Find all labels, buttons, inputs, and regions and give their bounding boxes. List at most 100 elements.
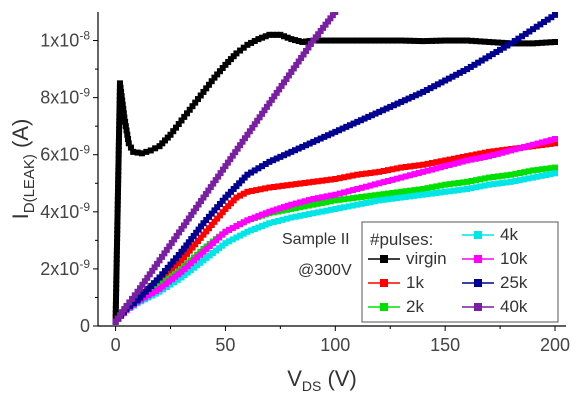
data-point-1k [490, 148, 497, 155]
data-point-2k [380, 191, 387, 198]
data-point-virgin [113, 285, 120, 292]
data-point-4k [389, 195, 396, 202]
data-point-10k [428, 166, 435, 173]
data-point-10k [516, 145, 523, 152]
data-point-40k [229, 152, 236, 159]
data-point-25k [255, 165, 262, 172]
data-point-40k [134, 288, 141, 295]
data-point-25k [343, 123, 350, 130]
data-point-10k [411, 171, 418, 178]
data-point-10k [206, 243, 213, 250]
data-point-virgin [116, 109, 123, 116]
data-point-10k [481, 154, 488, 161]
data-point-1k [197, 234, 204, 241]
data-point-40k [312, 34, 319, 41]
data-point-25k [310, 138, 317, 145]
data-point-1k [363, 170, 370, 177]
data-point-4k [305, 211, 312, 218]
data-point-25k [420, 88, 427, 95]
data-point-25k [434, 81, 441, 88]
data-point-40k [154, 260, 161, 267]
data-point-4k [181, 272, 188, 279]
data-point-25k [328, 130, 335, 137]
data-point-40k [112, 318, 119, 325]
data-point-25k [203, 217, 210, 224]
data-point-virgin [211, 74, 218, 81]
data-point-40k [123, 303, 130, 310]
data-point-25k [292, 147, 299, 154]
series-virgin [112, 31, 559, 325]
data-point-virgin [450, 37, 457, 44]
data-point-virgin [486, 38, 493, 45]
data-point-virgin [244, 41, 251, 48]
data-point-1k [428, 160, 435, 167]
data-point-2k [301, 203, 308, 210]
data-point-4k [244, 228, 251, 235]
data-point-2k [543, 165, 550, 172]
data-point-40k [300, 51, 307, 58]
data-point-virgin [543, 39, 550, 46]
data-point-4k [534, 173, 541, 180]
data-point-40k [188, 211, 195, 218]
data-point-virgin [114, 230, 121, 237]
data-point-virgin [233, 50, 240, 57]
data-point-virgin [437, 37, 444, 44]
legend-marker-25k [474, 279, 482, 287]
data-point-2k [494, 173, 501, 180]
data-point-virgin [116, 126, 123, 133]
data-point-40k [227, 156, 234, 163]
data-point-25k [357, 117, 364, 124]
data-point-virgin [112, 301, 119, 308]
data-point-virgin [385, 37, 392, 44]
data-point-virgin [115, 184, 122, 191]
data-point-10k [530, 141, 537, 148]
data-point-1k [407, 163, 413, 170]
data-point-2k [499, 172, 506, 179]
data-point-2k [389, 189, 396, 196]
data-point-25k [405, 95, 412, 102]
data-point-25k [464, 66, 471, 73]
data-point-2k [385, 190, 392, 197]
data-point-virgin [521, 40, 528, 47]
data-point-4k [525, 175, 532, 182]
data-point-10k [292, 200, 299, 207]
data-point-40k [210, 180, 217, 187]
legend-label-25k: 25k [500, 273, 528, 292]
data-point-virgin [200, 88, 207, 95]
data-point-4k [314, 209, 321, 216]
data-point-virgin [420, 38, 427, 45]
data-point-virgin [371, 37, 378, 44]
data-point-10k [389, 176, 396, 183]
data-point-1k [472, 151, 479, 158]
data-point-40k [136, 285, 143, 292]
data-point-40k [271, 93, 278, 100]
data-point-virgin [113, 247, 120, 254]
data-point-4k [327, 206, 334, 213]
data-point-25k [214, 204, 221, 211]
data-point-virgin [115, 151, 122, 158]
legend-marker-40k [474, 303, 482, 311]
data-point-2k [319, 199, 326, 206]
data-point-1k [175, 260, 182, 267]
legend-marker-4k [474, 231, 482, 239]
data-point-4k [428, 190, 435, 197]
data-point-25k [284, 150, 291, 157]
data-point-virgin [262, 33, 269, 40]
data-point-10k [213, 237, 220, 244]
data-point-40k [239, 138, 246, 145]
data-point-virgin [336, 37, 343, 44]
data-point-40k [156, 257, 163, 264]
data-point-40k [268, 96, 275, 103]
data-point-1k [301, 179, 308, 186]
data-point-10k [284, 202, 291, 209]
data-point-1k [376, 168, 383, 175]
data-point-4k [367, 199, 374, 206]
data-point-40k [276, 86, 283, 93]
data-point-4k [283, 215, 290, 222]
data-point-4k [240, 230, 247, 237]
data-point-10k [437, 164, 444, 171]
data-point-virgin [173, 124, 179, 131]
data-point-virgin [376, 37, 383, 44]
data-point-2k [530, 167, 537, 174]
data-point-40k [212, 177, 219, 184]
